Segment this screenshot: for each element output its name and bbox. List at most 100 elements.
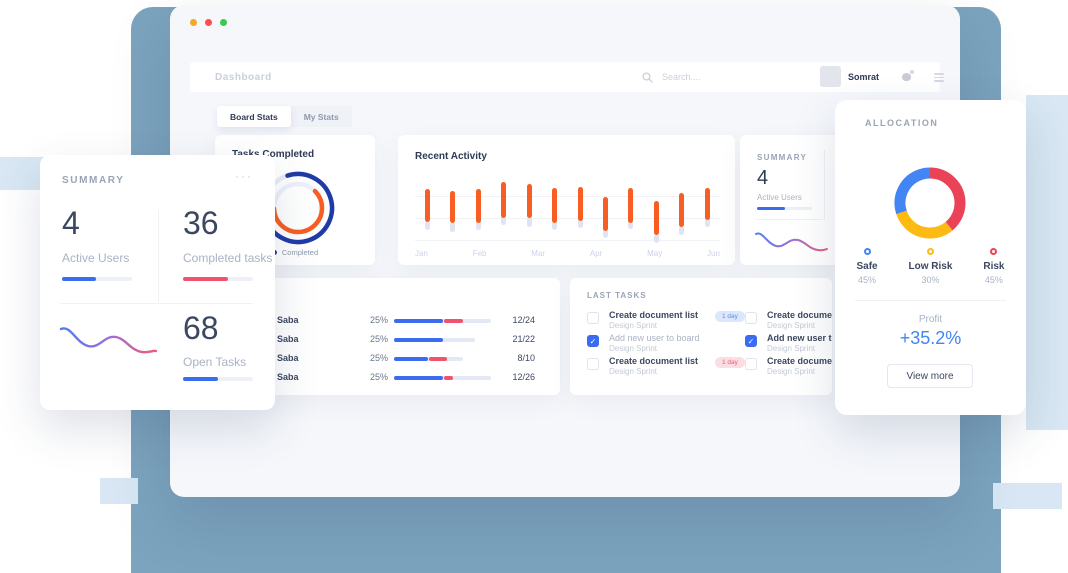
legend-value: 45% (984, 275, 1003, 285)
summary-floating-card: SUMMARY ··· 4 Active Users 36 Completed … (40, 155, 275, 410)
stat-label: Open Tasks (183, 355, 247, 369)
accent-rect-bottom-left (100, 478, 138, 504)
top-navigation-bar: Dashboard Search.... Somrat (190, 62, 944, 92)
task-checkbox[interactable]: ✓ (745, 335, 757, 347)
stat-label: Active Users (757, 193, 802, 202)
card-title: ALLOCATION (865, 118, 939, 128)
profit-label: Profit (918, 314, 943, 325)
legend-item: Low Risk 30% (908, 248, 953, 285)
activity-bar (475, 177, 482, 245)
legend-label: Low Risk (908, 261, 953, 272)
task-checkbox[interactable] (745, 358, 757, 370)
percent-value: 25% (370, 372, 389, 382)
tab-board-stats[interactable]: Board Stats (217, 106, 291, 127)
view-more-button[interactable]: View more (887, 364, 973, 388)
card-title: Recent Activity (415, 151, 487, 162)
activity-bar (552, 177, 558, 245)
sparkline-chart (59, 327, 158, 354)
window-minimize-button[interactable] (190, 19, 197, 26)
team-progress-card: y Saba25%12/24Saba25%21/22Saba25%8/10Sab… (250, 278, 560, 395)
legend-item: Risk 45% (983, 248, 1005, 285)
activity-bar (679, 177, 685, 245)
progress-bar (394, 357, 463, 361)
task-subtitle: Design Sprint (767, 321, 816, 330)
stat-value: 4 (757, 167, 769, 189)
percent-value: 25% (370, 353, 389, 363)
legend-label: Completed (281, 248, 319, 257)
menu-icon[interactable] (934, 73, 944, 84)
more-options-icon[interactable]: ··· (235, 169, 253, 183)
table-body: Saba 25% 12/24 Saba 25% 21/22 Saba 25% 8/10 Saba 2… (250, 311, 560, 387)
table-row[interactable]: Saba 25% 12/26 (250, 368, 560, 387)
legend-dot-icon (990, 248, 998, 255)
date-value: 21/22 (512, 334, 535, 344)
stat-value: 4 (62, 205, 80, 241)
percent-value: 25% (370, 334, 389, 344)
axis-label: Apr (589, 249, 603, 258)
activity-bar (526, 177, 533, 245)
legend-value: 30% (921, 275, 940, 285)
task-checkbox[interactable] (587, 312, 599, 324)
progress-bar (183, 377, 253, 381)
chart-legend: Safe 45% Low Risk 30% Risk 45% (841, 248, 1020, 285)
activity-bar (653, 177, 660, 245)
table-row[interactable]: Saba 25% 12/24 (250, 311, 560, 330)
date-value: 12/24 (512, 315, 535, 325)
notification-bell-icon[interactable] (902, 70, 914, 82)
search-icon (642, 71, 653, 83)
stat-value: 36 (183, 205, 219, 241)
progress-bar (394, 338, 475, 342)
window-maximize-button[interactable] (220, 19, 227, 26)
task-subtitle: Design Sprint (609, 344, 658, 353)
accent-rect-right (1026, 95, 1068, 430)
axis-label: Jun (707, 249, 720, 258)
activity-bar (602, 177, 609, 245)
task-title: Create document list (767, 310, 832, 320)
x-axis-labels: Jan Feb Mar Apr May Jun (415, 249, 720, 258)
divider (158, 210, 159, 302)
percent-value: 25% (370, 315, 389, 325)
gridline (415, 239, 720, 241)
task-title: Create document list (609, 356, 699, 366)
card-title: LAST TASKS (587, 291, 647, 300)
due-badge: 1 day (715, 311, 745, 322)
task-checkbox[interactable] (745, 312, 757, 324)
task-checkbox[interactable] (587, 358, 599, 370)
divider (855, 300, 1006, 301)
divider (60, 303, 253, 304)
member-name: Saba (277, 372, 299, 382)
window-close-button[interactable] (205, 19, 212, 26)
task-checkbox[interactable]: ✓ (587, 335, 599, 347)
member-name: Saba (277, 353, 299, 363)
tab-my-stats[interactable]: My Stats (290, 106, 352, 127)
recent-activity-card: Recent Activity Jan Feb Mar Apr May Jun (398, 135, 735, 265)
task-title: Create document list (767, 356, 832, 366)
legend-dot-icon (863, 248, 871, 255)
stat-label: Active Users (62, 251, 130, 265)
axis-label: Mar (531, 249, 546, 258)
search-input[interactable]: Search.... (642, 71, 701, 83)
activity-bar (425, 177, 431, 245)
profit-value: +35.2% (899, 328, 962, 348)
stat-label: Completed tasks (183, 251, 273, 265)
task-subtitle: Design Sprint (609, 367, 658, 376)
activity-bar (577, 177, 584, 245)
card-title: Tasks Completed (232, 149, 315, 160)
avatar[interactable] (820, 66, 841, 87)
stats-tabs: Board Stats My Stats (217, 106, 352, 127)
date-value: 12/26 (512, 372, 535, 382)
allocation-donut-chart (894, 167, 966, 239)
activity-bar (501, 177, 507, 245)
axis-label: May (647, 249, 663, 258)
date-value: 8/10 (517, 353, 535, 363)
legend-dot-icon (926, 248, 934, 255)
allocation-card: ALLOCATION Safe 45% Low Risk 30% Risk 45% Pro… (835, 100, 1026, 415)
activity-bar (628, 177, 634, 245)
table-row[interactable]: Saba 25% 8/10 (250, 349, 560, 368)
progress-bar (183, 277, 253, 281)
table-row[interactable]: Saba 25% 21/22 (250, 330, 560, 349)
member-name: Saba (277, 334, 299, 344)
